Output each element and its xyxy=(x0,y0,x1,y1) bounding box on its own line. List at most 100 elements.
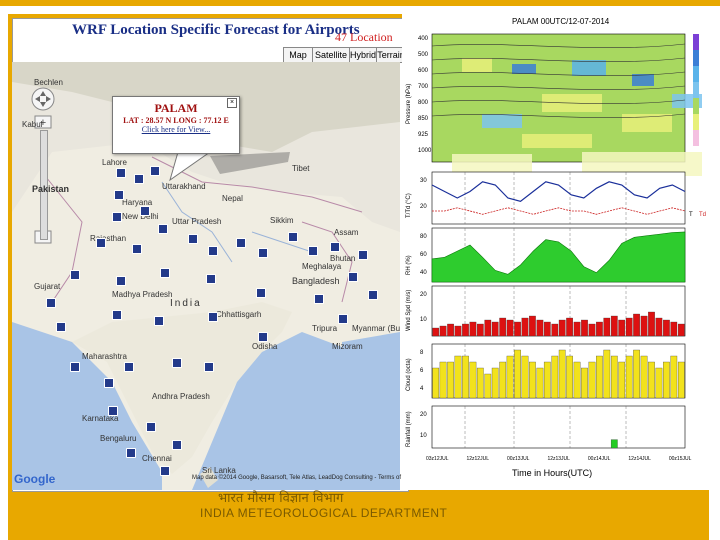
cloud-bar xyxy=(491,367,499,399)
cloud-bar xyxy=(506,355,514,399)
cloud-bar xyxy=(610,355,618,399)
wind-bar xyxy=(566,317,573,337)
airport-marker[interactable] xyxy=(330,242,340,252)
heatmap-ylabel: Pressure (hPa) xyxy=(406,84,412,124)
airport-marker[interactable] xyxy=(116,168,126,178)
airport-marker[interactable] xyxy=(70,362,80,372)
airport-marker[interactable] xyxy=(114,190,124,200)
colorbar-segment xyxy=(693,82,699,98)
wind-bar xyxy=(506,319,514,337)
airport-marker[interactable] xyxy=(112,310,122,320)
place-label: Kabul xyxy=(22,120,43,129)
wind-bar xyxy=(462,323,469,337)
map-type-button-map[interactable]: Map xyxy=(283,47,313,63)
cloud-bar xyxy=(469,361,477,399)
x-tick-label: 12z14JUL xyxy=(628,456,651,462)
airport-marker[interactable] xyxy=(56,322,66,332)
series-line-td xyxy=(432,207,686,215)
airport-marker[interactable] xyxy=(172,440,182,450)
heatmap-y-tick: 800 xyxy=(418,100,429,106)
airport-marker[interactable] xyxy=(150,166,160,176)
zoom-slider[interactable] xyxy=(40,130,48,240)
airport-marker[interactable] xyxy=(132,244,142,254)
airport-marker[interactable] xyxy=(314,294,324,304)
panel-y-tick: 40 xyxy=(420,270,427,276)
airport-marker[interactable] xyxy=(96,238,106,248)
footer-english-title: INDIA METEOROLOGICAL DEPARTMENT xyxy=(200,506,448,520)
airport-marker[interactable] xyxy=(258,332,268,342)
panel-ylabel: Rainfall (mm) xyxy=(406,411,412,447)
place-label: India xyxy=(170,298,202,309)
airport-marker[interactable] xyxy=(108,406,118,416)
x-tick-label: 12z13JUL xyxy=(547,456,570,462)
airport-marker[interactable] xyxy=(208,312,218,322)
temperature-panel-frame xyxy=(431,171,686,225)
series-line-t xyxy=(431,181,686,202)
map-type-button-satellite[interactable]: Satellite xyxy=(312,47,350,63)
panel-y-tick: 10 xyxy=(420,433,427,439)
cloud-bar xyxy=(439,361,447,399)
airport-marker[interactable] xyxy=(46,298,56,308)
cloud-bar xyxy=(625,355,633,399)
airport-marker[interactable] xyxy=(288,232,298,242)
cloud-bar xyxy=(447,361,454,399)
airport-marker[interactable] xyxy=(116,276,126,286)
airport-marker[interactable] xyxy=(126,448,136,458)
airport-marker[interactable] xyxy=(204,362,214,372)
panel-y-tick: 4 xyxy=(420,386,424,392)
airport-marker[interactable] xyxy=(358,250,368,260)
panel-y-tick: 60 xyxy=(420,252,427,258)
airport-marker[interactable] xyxy=(104,378,114,388)
popup-airport-name: PALAM xyxy=(154,101,198,115)
cloud-bar xyxy=(536,367,544,399)
airport-marker[interactable] xyxy=(256,288,266,298)
airport-marker[interactable] xyxy=(206,274,216,284)
airport-marker[interactable] xyxy=(236,238,246,248)
cloud-bar xyxy=(648,361,655,399)
airport-marker[interactable] xyxy=(258,248,268,258)
airport-marker[interactable] xyxy=(348,272,358,282)
wind-bar xyxy=(432,327,440,337)
airport-marker[interactable] xyxy=(172,358,182,368)
airport-marker[interactable] xyxy=(188,234,198,244)
close-icon[interactable]: × xyxy=(227,98,237,108)
heatmap-y-tick: 700 xyxy=(418,84,429,90)
airport-marker[interactable] xyxy=(154,316,164,326)
airport-marker[interactable] xyxy=(160,466,170,476)
place-label: Gujarat xyxy=(34,282,61,291)
x-tick-label: 00z13JUL xyxy=(507,456,530,462)
airport-marker[interactable] xyxy=(124,362,134,372)
place-label: Chhattisgarh xyxy=(216,310,262,319)
popup-view-link[interactable]: Click here for View... xyxy=(141,125,211,134)
airport-marker[interactable] xyxy=(308,246,318,256)
place-label: Andhra Pradesh xyxy=(152,392,210,401)
airport-marker[interactable] xyxy=(134,174,144,184)
wind-bar xyxy=(529,315,536,337)
heatmap-contour xyxy=(431,85,686,90)
airport-marker[interactable] xyxy=(208,246,218,256)
heatmap-contour xyxy=(431,57,686,62)
cloud-bar xyxy=(670,355,678,399)
panel-ylabel: Cloud (octa) xyxy=(406,358,412,391)
wind-bar xyxy=(476,323,484,337)
wind-bar xyxy=(677,323,685,337)
cloud-bar xyxy=(663,361,670,399)
wind-bar xyxy=(663,319,670,337)
map-type-button-hybrid[interactable]: Hybrid xyxy=(349,47,377,63)
wind-bar xyxy=(447,323,454,337)
airport-info-popup: × PALAM LAT : 28.57 N LONG : 77.12 E Cli… xyxy=(112,96,240,154)
airport-marker[interactable] xyxy=(70,270,80,280)
airport-marker[interactable] xyxy=(158,224,168,234)
airport-marker[interactable] xyxy=(368,290,378,300)
colorbar-segment xyxy=(693,66,699,82)
place-label: Myanmar (Burma) xyxy=(352,324,400,333)
airport-marker[interactable] xyxy=(146,422,156,432)
wind-bar xyxy=(648,311,655,337)
airport-marker[interactable] xyxy=(338,314,348,324)
airport-marker[interactable] xyxy=(160,268,170,278)
map-canvas[interactable]: + - Bechlen Kabul Pakistan Lahore Tibet … xyxy=(12,62,400,490)
airport-marker[interactable] xyxy=(112,212,122,222)
wind-bar xyxy=(603,317,611,337)
airport-marker[interactable] xyxy=(140,206,150,216)
cloud-bar xyxy=(655,367,663,399)
